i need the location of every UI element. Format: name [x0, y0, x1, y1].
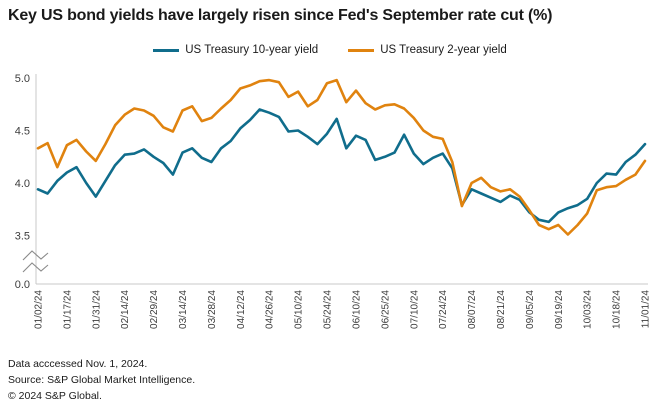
axis-tick-label: 05/10/24: [294, 290, 305, 329]
footnote-data-accessed: Data acccessed Nov. 1, 2024.: [8, 358, 148, 370]
footnote-source: Source: S&P Global Market Intelligence.: [8, 374, 196, 386]
axis-tick-label: 07/10/24: [409, 290, 420, 329]
axis-tick-label: 4.0: [15, 178, 30, 190]
axis-tick-label: 5.0: [15, 73, 30, 85]
chart-title: Key US bond yields have largely risen si…: [8, 7, 553, 24]
series-line-us-treasury-10-year-yield: [36, 108, 647, 224]
axis-tick-label: 04/26/24: [265, 290, 276, 329]
axis-tick-label: 04/12/24: [236, 290, 247, 329]
axis-tick-label: 06/25/24: [380, 290, 391, 329]
axis-tick-label: 08/21/24: [496, 290, 507, 329]
axis-tick-label: 10/03/24: [583, 290, 594, 329]
axis-tick-label: 01/17/24: [62, 290, 73, 329]
axis-tick-label: 05/24/24: [323, 290, 334, 329]
axis-tick-label: 11/01/24: [641, 290, 652, 329]
axis-tick-label: 10/18/24: [612, 290, 623, 329]
axis-tick-label: 01/02/24: [34, 290, 45, 329]
legend-swatch: [153, 48, 180, 52]
legend-item-2-year: US Treasury 2-year yield: [348, 44, 507, 56]
axis-tick-label: 03/28/24: [207, 290, 218, 329]
axis-tick-label: 08/07/24: [467, 290, 478, 329]
axis-tick-label: 02/29/24: [149, 290, 160, 329]
axis-tick-label: 09/19/24: [554, 290, 565, 329]
axis-tick-label: 4.5: [15, 126, 30, 138]
axis-tick-label: 06/10/24: [352, 290, 363, 329]
axis-tick-label: 01/31/24: [91, 290, 102, 329]
legend-label-10-year: US Treasury 10-year yield: [185, 44, 319, 56]
series-line-us-treasury-2-year-yield: [36, 78, 647, 236]
axis-tick-label: 09/05/24: [525, 290, 536, 329]
axis-tick-label: 03/14/24: [178, 290, 189, 329]
legend-swatch: [348, 48, 375, 52]
axis-tick-label: 07/24/24: [438, 290, 449, 329]
footnote-copyright: © 2024 S&P Global.: [8, 390, 102, 402]
axis-break-icon: [22, 250, 49, 261]
axis-tick-label: 02/14/24: [120, 290, 131, 329]
axis-break-icon: [22, 262, 49, 273]
axis-tick-label: 3.5: [15, 231, 30, 243]
legend: US Treasury 10-year yield US Treasury 2-…: [0, 44, 660, 56]
legend-item-10-year: US Treasury 10-year yield: [153, 44, 318, 56]
footnotes: Data acccessed Nov. 1, 2024. Source: S&P…: [8, 356, 195, 404]
axis-tick-label: 0.0: [15, 279, 30, 291]
legend-label-2-year: US Treasury 2-year yield: [380, 44, 507, 56]
